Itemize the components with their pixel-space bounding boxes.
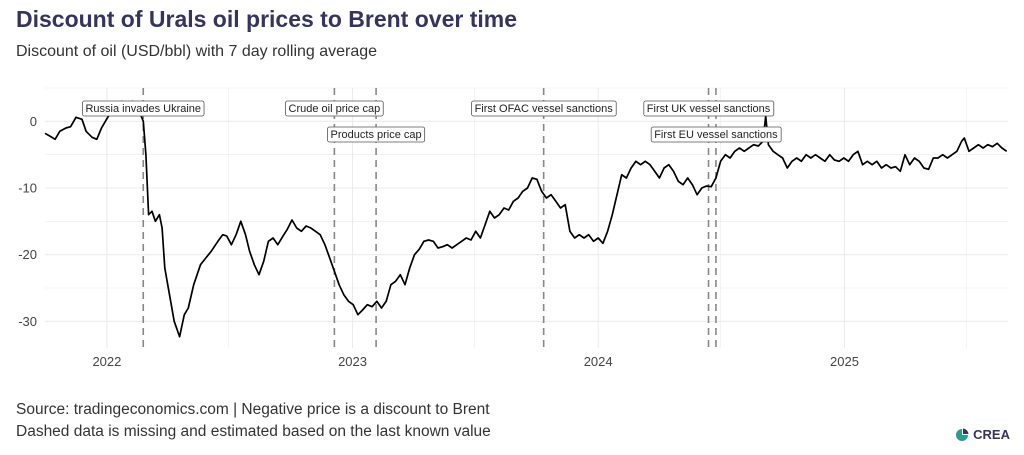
grid-lines [45,87,1008,348]
crea-logo-text: CREA [973,427,1010,442]
event-lines [142,88,717,348]
missing-data-note: Dashed data is missing and estimated bas… [16,423,491,440]
line-chart: 0 -10 -20 -30 2022 2023 2024 2025 Russia invad… [18,87,1008,369]
event-label-text: Russia invades Ukraine [85,103,201,115]
event-label-text: First EU vessel sanctions [654,129,778,141]
event-label-box [471,100,617,117]
event-label-text: First UK vessel sanctions [647,103,771,115]
x-axis-tick-labels: 2022 2023 2024 2025 [92,354,858,369]
y-tick-label: -10 [18,181,37,196]
event-label: Crude oil price cap [285,100,384,117]
event-label-box [82,100,205,117]
crea-logo: CREA [955,427,1010,442]
chart-subtitle: Discount of oil (USD/bbl) with 7 day rol… [16,43,378,60]
y-axis-tick-labels: 0 -10 -20 -30 [18,114,37,329]
x-tick-label: 2025 [830,354,859,369]
x-tick-label: 2024 [584,354,613,369]
urals-discount-line [44,100,1008,338]
event-label-text: Crude oil price cap [289,103,381,115]
y-tick-label: -20 [18,247,37,262]
source-note: Source: tradingeconomics.com | Negative … [16,399,491,443]
event-label-box [643,100,775,117]
event-label-box [327,126,426,143]
chart-title: Discount of Urals oil prices to Brent ov… [16,6,517,32]
y-tick-label: -30 [18,314,37,329]
event-label: First EU vessel sanctions [650,126,782,143]
event-label-box [650,126,782,143]
y-tick-label: 0 [30,114,37,129]
event-label: First UK vessel sanctions [643,100,775,117]
event-label-text: Products price cap [331,129,422,141]
event-label: Products price cap [327,126,426,143]
event-label: First OFAC vessel sanctions [471,100,617,117]
x-tick-label: 2023 [338,354,367,369]
x-tick-label: 2022 [92,354,121,369]
event-label: Russia invades Ukraine [82,100,205,117]
source-line: Source: tradingeconomics.com | Negative … [16,401,490,418]
event-label-text: First OFAC vessel sanctions [475,103,614,115]
event-annotations: Russia invades Ukraine Crude oil price ca… [82,100,782,143]
event-label-box [285,100,384,117]
crea-logo-icon [956,428,969,441]
